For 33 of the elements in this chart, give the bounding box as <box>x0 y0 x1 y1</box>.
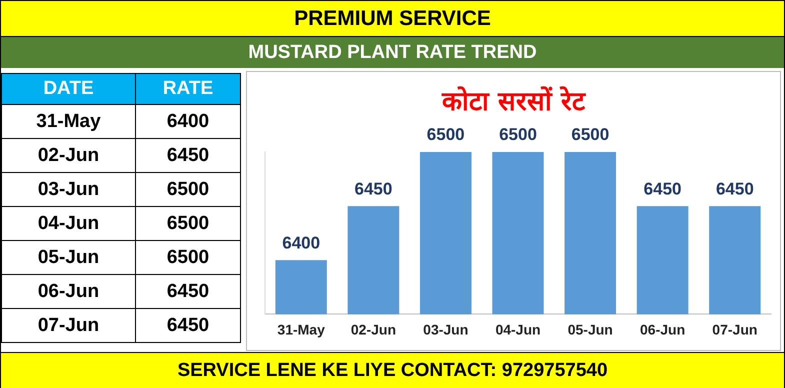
data-label: 6500 <box>135 240 240 274</box>
data-label: 6450 <box>354 179 392 198</box>
data-label: 6500 <box>135 172 240 206</box>
category-label: 02-Jun <box>2 138 136 172</box>
category-label: 04-Jun <box>2 206 136 240</box>
category-label: 06-Jun <box>2 274 136 308</box>
x-tick-label: 05-Jun <box>568 321 613 338</box>
data-label: 6500 <box>499 125 537 144</box>
data-label: 6450 <box>135 274 240 308</box>
chart-title: कोटा सरसों रेट <box>440 85 587 118</box>
x-tick-label: 06-Jun <box>640 321 686 338</box>
text: SERVICE LENE KE LIYE CONTACT: 9729757540 <box>1 352 784 388</box>
data-label: 6500 <box>571 125 610 144</box>
x-tick-label: 03-Jun <box>423 321 468 338</box>
x-tick-label: 07-Jun <box>712 321 758 338</box>
data-label: 6500 <box>426 125 465 144</box>
data-label: 6450 <box>135 138 240 172</box>
data-label: 6450 <box>644 179 682 198</box>
category-label: 05-Jun <box>2 240 136 274</box>
data-label: 6450 <box>716 179 754 198</box>
data-label: 6500 <box>135 206 240 240</box>
text: PREMIUM SERVICE <box>1 1 784 37</box>
text: RATE <box>135 74 240 104</box>
category-label: 03-Jun <box>2 172 136 206</box>
data-label: 6400 <box>135 104 240 138</box>
x-tick-label: 31-May <box>277 321 326 338</box>
data-label: 6450 <box>135 308 240 342</box>
data-label: 6400 <box>282 233 320 252</box>
x-tick-label: 04-Jun <box>495 321 541 338</box>
x-tick-label: 02-Jun <box>350 321 396 338</box>
text: MUSTARD PLANT RATE TREND <box>1 37 784 68</box>
category-label: 31-May <box>2 104 136 138</box>
text: DATE <box>2 74 136 104</box>
